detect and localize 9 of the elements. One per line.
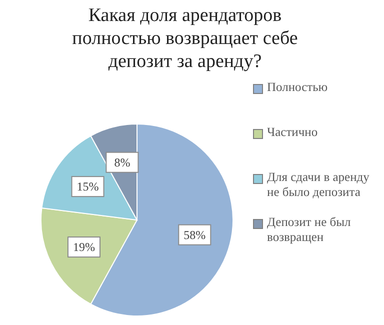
legend-label: Полностью [267, 80, 328, 95]
data-label: 19% [72, 240, 95, 254]
chart-title: Какая доля арендаторов полностью возвращает себе депозит за аренду? [71, 4, 299, 73]
data-label: 8% [114, 155, 130, 170]
data-label: 15% [76, 180, 99, 194]
legend-label: Депозит не был возвращен [267, 215, 352, 245]
legend-label: Частично [267, 125, 318, 140]
data-label: 58% [184, 228, 206, 242]
legend-label: Для сдачи в аренду не было депозита [267, 170, 370, 200]
